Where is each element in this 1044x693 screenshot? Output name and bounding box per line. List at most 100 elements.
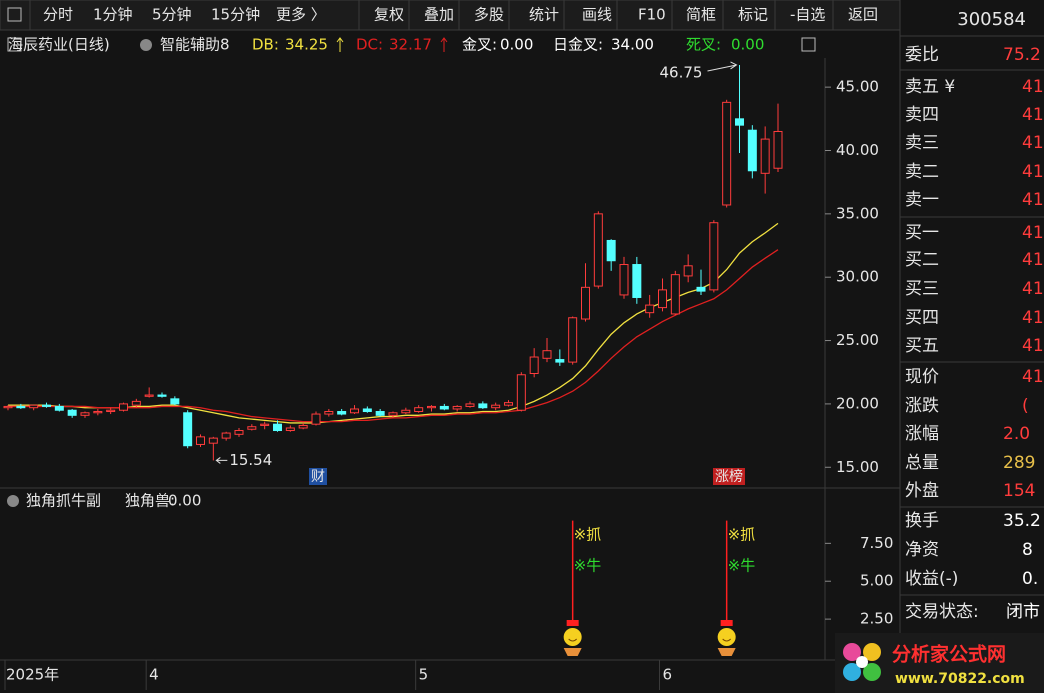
candle-body <box>54 405 64 411</box>
stock-code: 300584 <box>957 9 1026 30</box>
x-tick-label: 4 <box>149 666 159 684</box>
toolbar-button[interactable]: 5分钟 <box>152 6 192 24</box>
candle-body <box>491 404 501 409</box>
toolbar-icon[interactable] <box>7 7 22 22</box>
quote-label: 买二 <box>905 250 939 270</box>
indicator-icon[interactable] <box>7 495 19 507</box>
candle-body <box>106 409 116 413</box>
toolbar-button[interactable]: 复权 <box>374 6 404 24</box>
smiley-mouth <box>568 638 578 642</box>
legend-value: 34.25 <box>285 36 328 54</box>
readout-name: 金叉: <box>462 36 497 54</box>
event-marker[interactable] <box>309 468 327 485</box>
candle-body <box>260 423 270 426</box>
quote-label: 交易状态: <box>905 602 979 622</box>
candle-body <box>170 398 180 405</box>
candle-body <box>696 286 706 292</box>
logo-petal <box>843 663 861 681</box>
signal-label: ※牛 <box>574 557 602 575</box>
candle-body <box>465 403 475 407</box>
toolbar-button[interactable]: 画线 <box>582 6 612 24</box>
quote-value: 41 <box>1022 308 1044 328</box>
candle-body <box>324 411 334 415</box>
toolbar-button[interactable]: 分时 <box>43 6 73 24</box>
candle-body <box>183 412 193 447</box>
candle-body <box>80 412 90 416</box>
logo-center <box>856 656 868 668</box>
quote-label: 卖四 <box>905 105 939 125</box>
candle-body <box>375 411 385 416</box>
candle-body <box>67 409 77 416</box>
quote-value: 41 <box>1022 77 1044 97</box>
event-marker-label: 财 <box>311 469 325 485</box>
candle-body <box>568 317 578 363</box>
min-label: 15.54 <box>229 451 272 469</box>
candle-body <box>593 213 603 287</box>
quote-value: 41 <box>1022 279 1044 299</box>
candle-body <box>388 412 398 416</box>
readout-value: 0.00 <box>500 36 533 54</box>
quote-label: 涨幅 <box>905 424 939 444</box>
signal-base <box>720 620 733 626</box>
quote-label: 涨跌 <box>905 396 939 416</box>
quote-label: 买三 <box>905 279 939 299</box>
panel-icon[interactable] <box>7 37 22 52</box>
candle-body <box>337 411 347 415</box>
max-arrow <box>707 61 738 72</box>
y-tick-label: 15.00 <box>836 458 879 476</box>
candle-body <box>735 118 744 126</box>
toolbar-button[interactable]: 更多 〉 <box>276 6 326 24</box>
y-tick-label: 2.50 <box>860 610 893 628</box>
quote-value: 154 <box>1003 481 1035 501</box>
quote-label: 换手 <box>905 511 939 531</box>
quote-value: 35.2 <box>1003 511 1041 531</box>
toolbar-button[interactable]: F10 <box>638 6 666 24</box>
logo-petal <box>843 643 861 661</box>
smiley-face <box>717 628 736 646</box>
candle-body <box>722 101 732 206</box>
quote-label: 买四 <box>905 308 939 328</box>
quote-label: 外盘 <box>905 481 939 501</box>
candle-body <box>760 138 770 174</box>
candle-body <box>452 405 462 410</box>
candle-body <box>478 403 488 409</box>
legend-value: 32.17 <box>389 36 432 54</box>
toolbar-button[interactable]: 返回 <box>848 6 878 24</box>
indicator-name: 智能辅助8 <box>160 36 230 54</box>
toolbar-button[interactable]: 标记 <box>738 6 768 24</box>
candle-body <box>516 374 526 411</box>
candle-body <box>773 130 783 169</box>
toolbar-button[interactable]: 统计 <box>529 6 559 24</box>
quote-label: 买一 <box>905 223 939 243</box>
toolbar-button[interactable]: 叠加 <box>424 6 454 24</box>
toolbar-button[interactable]: 1分钟 <box>93 6 133 24</box>
watermark-bg <box>835 633 1044 693</box>
toolbar-button[interactable]: 简框 <box>686 6 716 24</box>
smiley-base <box>563 648 582 656</box>
candle-body <box>350 408 359 414</box>
x-tick-label: 2025年 <box>6 666 59 684</box>
y-tick-label: 30.00 <box>836 268 879 286</box>
candle-body <box>606 239 616 262</box>
quote-value: 0. <box>1022 569 1038 589</box>
quote-label: 净资 <box>905 540 939 560</box>
event-marker[interactable] <box>713 468 745 485</box>
candle-body <box>3 405 13 409</box>
panel-icon[interactable] <box>801 37 816 52</box>
toolbar-button[interactable]: 15分钟 <box>211 6 260 24</box>
toolbar-button[interactable]: 多股 <box>474 6 504 24</box>
readout-value: 34.00 <box>611 36 654 54</box>
candle-body <box>439 405 449 410</box>
candle-body <box>747 129 757 172</box>
quote-label: 卖五 ¥ <box>905 77 955 97</box>
quote-value: 闭市 <box>1006 602 1040 622</box>
candle-body <box>619 264 629 296</box>
candle-body <box>542 350 552 359</box>
indicator-icon[interactable] <box>140 39 152 51</box>
toolbar-button[interactable]: -自选 <box>790 6 825 24</box>
readout-value: 0.00 <box>731 36 764 54</box>
legend-name: DC: <box>356 36 383 54</box>
candle-body <box>16 405 26 409</box>
quote-label: 卖三 <box>905 133 939 153</box>
